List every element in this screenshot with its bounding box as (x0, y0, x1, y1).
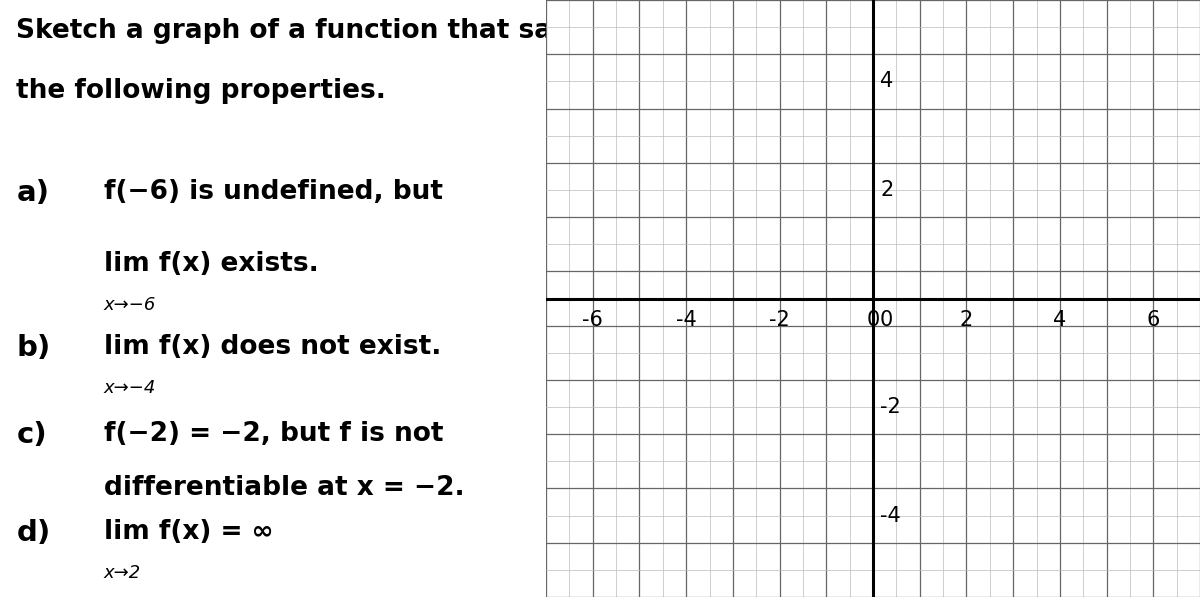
Text: lim f(x) = ∞: lim f(x) = ∞ (103, 519, 274, 546)
Text: f(−6) is undefined, but: f(−6) is undefined, but (103, 179, 443, 205)
Text: 2: 2 (880, 180, 893, 200)
Text: a): a) (17, 179, 49, 207)
Text: 6: 6 (1146, 310, 1160, 331)
Text: lim f(x) does not exist.: lim f(x) does not exist. (103, 334, 442, 361)
Text: 0: 0 (866, 310, 880, 331)
Text: f(−2) = −2, but f is not: f(−2) = −2, but f is not (103, 421, 443, 447)
Text: -6: -6 (582, 310, 604, 331)
Text: -2: -2 (880, 397, 901, 417)
Text: lim f(x) exists.: lim f(x) exists. (103, 251, 318, 277)
Text: -2: -2 (769, 310, 790, 331)
Text: 4: 4 (880, 72, 893, 91)
Text: x→2: x→2 (103, 564, 140, 582)
Text: Sketch a graph of a function that satisfies all of: Sketch a graph of a function that satisf… (17, 18, 728, 44)
Text: 2: 2 (960, 310, 973, 331)
Text: b): b) (17, 334, 50, 362)
Text: 4: 4 (1054, 310, 1067, 331)
Text: -4: -4 (676, 310, 696, 331)
Text: d): d) (17, 519, 50, 547)
Text: 0: 0 (880, 310, 893, 331)
Text: differentiable at x = −2.: differentiable at x = −2. (103, 475, 464, 501)
Text: c): c) (17, 421, 47, 449)
Text: the following properties.: the following properties. (17, 78, 386, 104)
Text: x→−6: x→−6 (103, 296, 156, 313)
Text: x→−4: x→−4 (103, 379, 156, 397)
Text: -4: -4 (880, 506, 901, 525)
